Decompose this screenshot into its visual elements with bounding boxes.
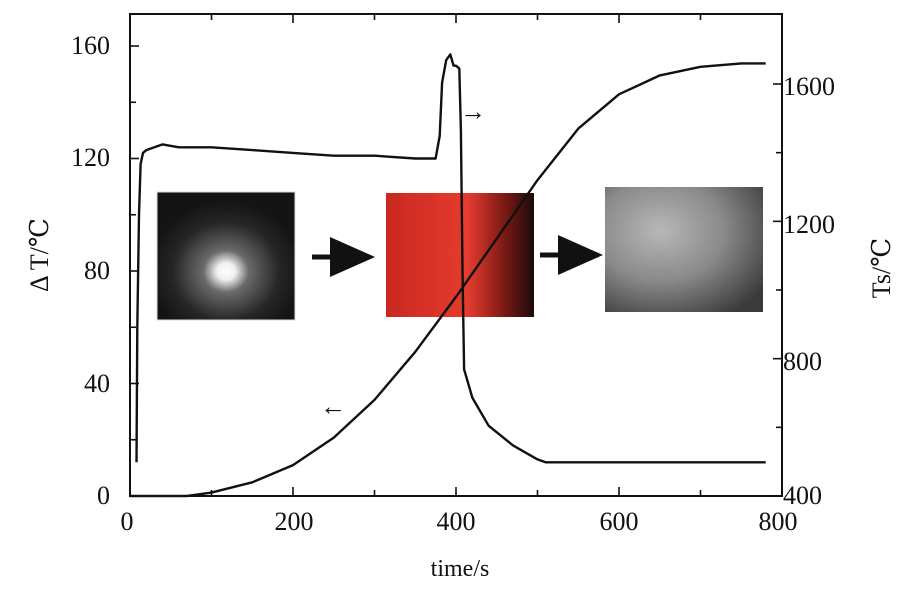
x-tick-label: 200 <box>275 507 314 536</box>
x-tick-label: 800 <box>759 507 798 536</box>
x-tick-labels: 0 200 400 600 800 <box>121 507 798 536</box>
series-line-ts <box>130 62 766 498</box>
inset-image-bright-spot <box>156 191 296 321</box>
x-tick-label: 600 <box>600 507 639 536</box>
x-tick-label: 0 <box>121 507 134 536</box>
y-right-tick-labels: 400 800 1200 1600 <box>783 72 835 510</box>
y-right-tick-label: 800 <box>783 347 822 376</box>
series-line-delta-t <box>135 53 766 464</box>
y-left-tick-label: 40 <box>84 369 110 398</box>
y-left-axis-title: Δ T/℃ <box>25 218 54 292</box>
y-right-axis-title: Ts/℃ <box>867 238 896 299</box>
x-axis-title: time/s <box>431 556 490 582</box>
inset-image-red-glow <box>386 193 534 317</box>
y-left-tick-label: 120 <box>71 143 110 172</box>
left-axis-direction-arrow: ← <box>320 392 346 421</box>
y-left-tick-label: 0 <box>97 481 110 510</box>
y-right-tick-label: 1200 <box>783 210 835 239</box>
right-axis-direction-arrow: → <box>460 97 486 126</box>
inset-images <box>156 187 763 321</box>
process-arrows <box>312 235 603 277</box>
y-left-tick-label: 160 <box>71 31 110 60</box>
inset-image-gray <box>605 187 763 312</box>
x-tick-label: 400 <box>437 507 476 536</box>
tick-marks <box>129 14 783 497</box>
y-right-tick-label: 400 <box>783 481 822 510</box>
y-left-tick-labels: 0 40 80 120 160 <box>71 31 110 510</box>
y-left-tick-label: 80 <box>84 256 110 285</box>
y-right-tick-label: 1600 <box>783 72 835 101</box>
